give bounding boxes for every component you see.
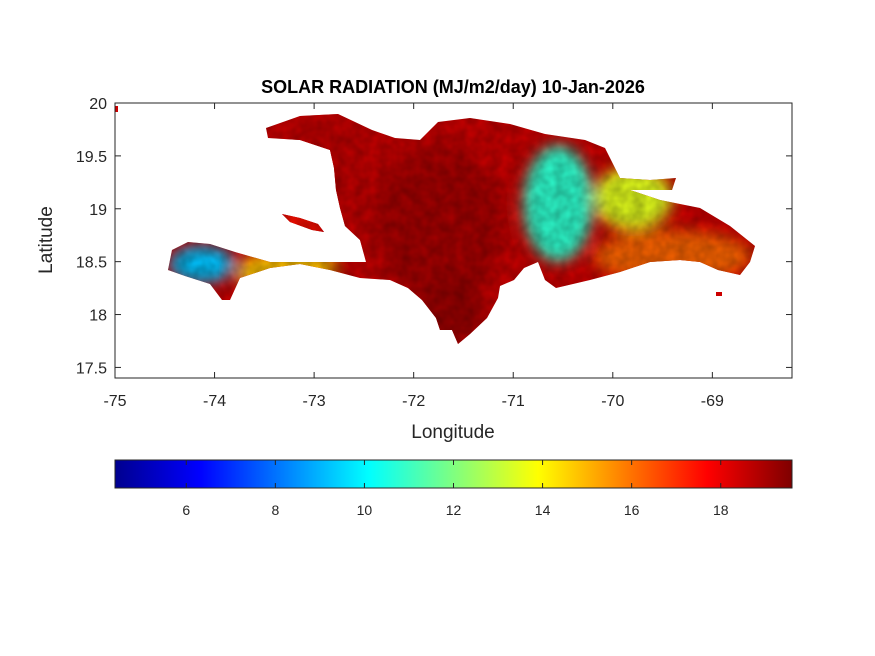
x-tick-label: -74	[203, 393, 226, 410]
colorbar-tick-label: 14	[535, 502, 551, 518]
x-axis-label: Longitude	[411, 422, 494, 443]
corner-islet	[115, 106, 118, 112]
colorbar-tick-label: 12	[446, 502, 462, 518]
y-tick-label: 17.5	[76, 360, 107, 377]
x-tick-label: -75	[103, 393, 126, 410]
y-tick-label: 19.5	[76, 149, 107, 166]
x-tick-label: -69	[701, 393, 724, 410]
colorbar-tick-label: 18	[713, 502, 729, 518]
colorbar-tick-label: 16	[624, 502, 640, 518]
chart-title: SOLAR RADIATION (MJ/m2/day) 10-Jan-2026	[261, 77, 645, 97]
y-tick-label: 18.5	[76, 255, 107, 272]
x-tick-label: -72	[402, 393, 425, 410]
small-islet	[716, 292, 722, 296]
y-tick-label: 18	[89, 308, 107, 325]
colorbar-tick-label: 8	[271, 502, 279, 518]
x-tick-label: -73	[303, 393, 326, 410]
x-tick-label: -71	[502, 393, 525, 410]
y-tick-label: 19	[89, 202, 107, 219]
y-tick-label: 20	[89, 96, 107, 113]
plot-frame	[114, 102, 793, 379]
y-axis-label: Latitude	[36, 206, 57, 274]
x-tick-label: -70	[601, 393, 624, 410]
colorbar-ticks: 6 8 10 12 14 16 18	[182, 460, 729, 518]
colorbar-tick-label: 10	[357, 502, 373, 518]
colorbar-tick-label: 6	[182, 502, 190, 518]
axis-ticks: -75 -74 -73 -72 -71 -70 -69 17.5 18 18.5 19 19.5 20	[76, 96, 792, 410]
